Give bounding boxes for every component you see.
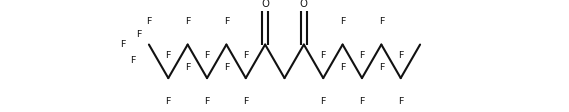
Text: F: F bbox=[224, 17, 229, 26]
Text: F: F bbox=[136, 30, 141, 39]
Text: F: F bbox=[320, 97, 326, 106]
Text: F: F bbox=[185, 63, 191, 72]
Text: F: F bbox=[146, 17, 151, 26]
Text: F: F bbox=[359, 97, 365, 106]
Text: F: F bbox=[359, 51, 365, 60]
Text: F: F bbox=[204, 97, 210, 106]
Text: F: F bbox=[378, 63, 384, 72]
Text: F: F bbox=[243, 97, 249, 106]
Text: F: F bbox=[166, 51, 171, 60]
Text: F: F bbox=[121, 40, 126, 49]
Text: F: F bbox=[243, 51, 249, 60]
Text: F: F bbox=[340, 17, 345, 26]
Text: F: F bbox=[398, 51, 403, 60]
Text: F: F bbox=[204, 51, 210, 60]
Text: F: F bbox=[340, 63, 345, 72]
Text: F: F bbox=[185, 17, 191, 26]
Text: F: F bbox=[130, 56, 135, 65]
Text: O: O bbox=[300, 0, 308, 9]
Text: F: F bbox=[166, 97, 171, 106]
Text: F: F bbox=[398, 97, 403, 106]
Text: O: O bbox=[261, 0, 269, 9]
Text: F: F bbox=[378, 17, 384, 26]
Text: F: F bbox=[224, 63, 229, 72]
Text: F: F bbox=[320, 51, 326, 60]
